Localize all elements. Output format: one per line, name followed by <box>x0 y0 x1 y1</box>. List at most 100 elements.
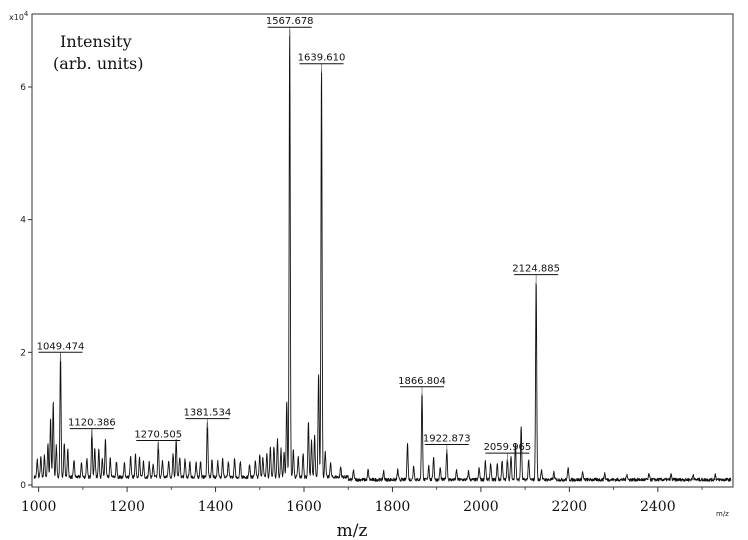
peak-point <box>157 449 159 452</box>
peak-point <box>142 468 145 470</box>
peak-point <box>273 452 275 454</box>
peak-annotation: 1270.505 <box>134 430 182 450</box>
x-tick-label: 2000 <box>463 499 499 515</box>
peak-point <box>168 467 170 469</box>
peak-point <box>206 428 208 430</box>
peak-point <box>413 469 415 472</box>
peak-point <box>528 463 530 466</box>
peak-point <box>397 474 399 476</box>
peak-point <box>324 457 326 460</box>
peak-point <box>195 470 197 472</box>
peak-point <box>289 36 291 38</box>
peak-point <box>510 461 512 463</box>
peak-point <box>59 361 62 363</box>
peak-label: 2059.965 <box>484 442 532 453</box>
peak-point <box>94 455 96 457</box>
peak-point <box>670 479 672 481</box>
y-multiplier-exponent: 4 <box>24 10 29 18</box>
peak-point <box>506 462 509 464</box>
peak-point <box>36 467 38 469</box>
peak-annotation: 1567.678 <box>266 16 314 37</box>
peak-point <box>161 467 164 470</box>
peak-point <box>109 465 111 468</box>
peak-point <box>329 469 332 472</box>
peak-point <box>302 460 304 462</box>
peak-point <box>115 469 118 471</box>
peak-point <box>297 464 299 466</box>
peak-label: 1922.873 <box>423 433 471 444</box>
peak-point <box>714 479 716 481</box>
y-tick-label: 0 <box>20 481 26 491</box>
peak-point <box>80 469 83 472</box>
peak-point <box>314 442 316 444</box>
peak-point <box>540 473 543 475</box>
plot-frame <box>31 13 734 488</box>
peak-point <box>269 454 271 456</box>
peak-annotation: 1639.610 <box>298 53 346 73</box>
peak-point <box>352 475 355 477</box>
peak-point <box>233 466 236 468</box>
peak-point <box>648 478 650 480</box>
peak-point <box>91 437 93 440</box>
peak-point <box>175 447 177 450</box>
peak-point <box>179 463 181 466</box>
peak-point <box>276 446 279 448</box>
peak-point <box>484 465 486 467</box>
peak-point <box>259 461 261 464</box>
peak-point <box>455 475 458 477</box>
peak-point <box>98 456 100 458</box>
peak-point <box>467 475 470 477</box>
peak-point <box>152 471 154 473</box>
y-tick-label: 2 <box>20 348 26 358</box>
y-axis-title-line2: (arb. units) <box>53 54 143 73</box>
peak-point <box>52 410 54 412</box>
peak-point <box>189 469 191 471</box>
peak-point <box>421 396 423 398</box>
peak-point <box>604 477 606 479</box>
peak-annotation: 1866.804 <box>398 376 446 396</box>
x-tick-label: 1400 <box>198 499 234 515</box>
peak-point <box>406 447 409 449</box>
peak-point <box>367 474 369 476</box>
peak-point <box>248 471 251 473</box>
peak-label: 1381.534 <box>184 408 232 419</box>
peak-annotation: 1381.534 <box>184 408 232 428</box>
peak-point <box>428 469 430 472</box>
peak-annotation: 2059.965 <box>484 442 532 463</box>
peak-point <box>535 284 537 286</box>
peak-point <box>86 465 88 468</box>
peak-point <box>172 460 174 462</box>
peak-label: 1639.610 <box>298 53 346 64</box>
x-tick-label: 1800 <box>375 499 411 515</box>
y-tick-label: 4 <box>20 216 26 226</box>
peak-point <box>520 431 522 433</box>
peak-label: 1567.678 <box>266 16 314 27</box>
y-tick-label: 6 <box>20 83 26 93</box>
peak-point <box>130 463 132 466</box>
peak-label: 1049.474 <box>37 341 85 352</box>
y-axis-title-line1: Intensity <box>60 32 132 51</box>
y-multiplier: x104 <box>9 10 29 22</box>
peak-point <box>73 467 75 469</box>
peak-point <box>307 428 310 430</box>
peak-point <box>184 466 186 468</box>
peak-point <box>340 474 342 476</box>
peak-point <box>292 457 294 459</box>
peak-annotation: 2124.885 <box>512 264 560 284</box>
peak-point <box>383 475 385 477</box>
plot-border <box>31 13 734 488</box>
peak-label: 1866.804 <box>398 376 446 387</box>
peak-point <box>148 469 150 472</box>
peak-point <box>55 452 57 454</box>
peak-point <box>101 466 103 468</box>
peak-point <box>63 449 65 452</box>
peak-point <box>239 468 241 470</box>
peak-point <box>567 472 569 474</box>
peak-point <box>266 459 268 461</box>
y-multiplier-base: x10 <box>9 13 24 22</box>
peak-point <box>49 426 52 428</box>
peak-point <box>40 464 42 466</box>
peak-point <box>286 408 288 410</box>
